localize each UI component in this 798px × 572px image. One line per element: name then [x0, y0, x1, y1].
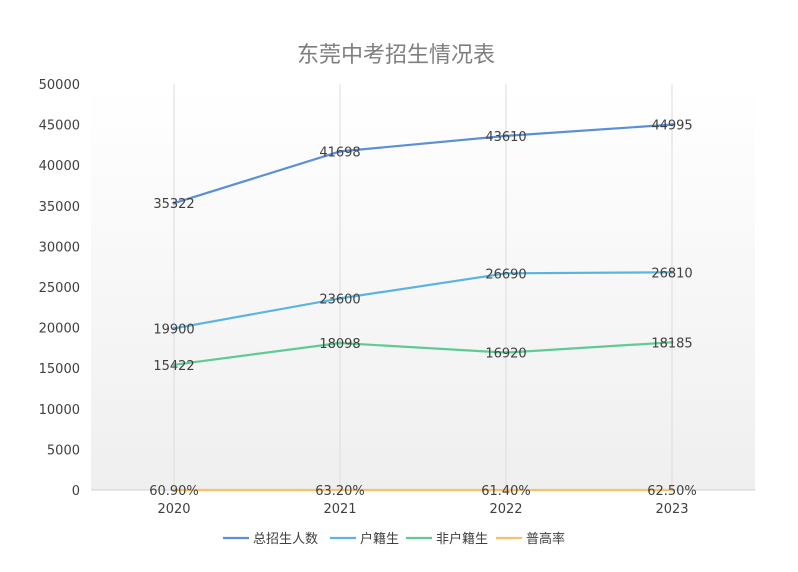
x-tick-label: 2023	[655, 502, 688, 517]
data-point	[338, 341, 342, 345]
data-label: 18098	[319, 337, 360, 352]
data-label: 35322	[153, 197, 194, 212]
legend: 总招生人数 户籍生 非户籍生 普高率	[223, 531, 565, 547]
y-axis: 0 5000 10000 15000 20000 25000 30000 35000 40000…	[39, 78, 80, 499]
x-axis: 2020 2021 2022 2023	[157, 502, 688, 517]
data-point	[504, 271, 508, 275]
data-label: 63.20%	[315, 484, 365, 499]
data-point	[172, 326, 176, 330]
data-point	[504, 351, 508, 355]
data-point	[670, 123, 674, 127]
data-point	[670, 340, 674, 344]
data-label: 60.90%	[149, 484, 199, 499]
y-tick-label: 25000	[39, 281, 80, 296]
x-tick-label: 2021	[323, 502, 356, 517]
data-point	[670, 270, 674, 274]
data-label: 16920	[485, 347, 526, 362]
legend-label: 户籍生	[360, 531, 399, 547]
data-label: 23600	[319, 292, 360, 307]
x-tick-label: 2020	[157, 502, 190, 517]
y-tick-label: 20000	[39, 322, 80, 337]
y-tick-label: 5000	[47, 443, 80, 458]
data-point	[670, 488, 674, 492]
series-line-2	[173, 341, 673, 366]
data-label: 26810	[651, 266, 692, 281]
legend-label: 总招生人数	[253, 532, 318, 547]
data-label: 41698	[319, 145, 360, 160]
series-group: 35322 41698 43610 44995 19900 23600 26690 26810…	[149, 119, 697, 499]
data-point	[172, 363, 176, 367]
data-label: 26690	[485, 267, 526, 282]
y-tick-label: 30000	[39, 240, 80, 255]
y-tick-label: 0	[72, 484, 80, 499]
data-label: 44995	[651, 119, 692, 134]
legend-label: 普高率	[526, 531, 565, 547]
data-label: 62.50%	[647, 484, 697, 499]
y-tick-label: 10000	[39, 403, 80, 418]
plot-area	[91, 84, 755, 490]
data-point	[338, 488, 342, 492]
data-point	[172, 488, 176, 492]
y-tick-label: 50000	[39, 78, 80, 93]
data-label: 18185	[651, 336, 692, 351]
chart-title: 东莞中考招生情况表	[297, 43, 495, 68]
data-point	[504, 488, 508, 492]
y-tick-label: 40000	[39, 159, 80, 174]
y-tick-label: 15000	[39, 362, 80, 377]
series-line-1	[173, 271, 673, 330]
legend-label: 非户籍生	[436, 531, 488, 547]
data-point	[338, 296, 342, 300]
data-label: 19900	[153, 322, 194, 337]
y-tick-label: 35000	[39, 200, 80, 215]
data-label: 61.40%	[481, 484, 531, 499]
data-point	[172, 201, 176, 205]
series-line-0	[173, 123, 673, 205]
data-label: 15422	[153, 359, 194, 374]
data-label: 43610	[485, 130, 526, 145]
data-point	[504, 134, 508, 138]
y-tick-label: 45000	[39, 119, 80, 134]
x-tick-label: 2022	[489, 502, 522, 517]
data-point	[338, 149, 342, 153]
